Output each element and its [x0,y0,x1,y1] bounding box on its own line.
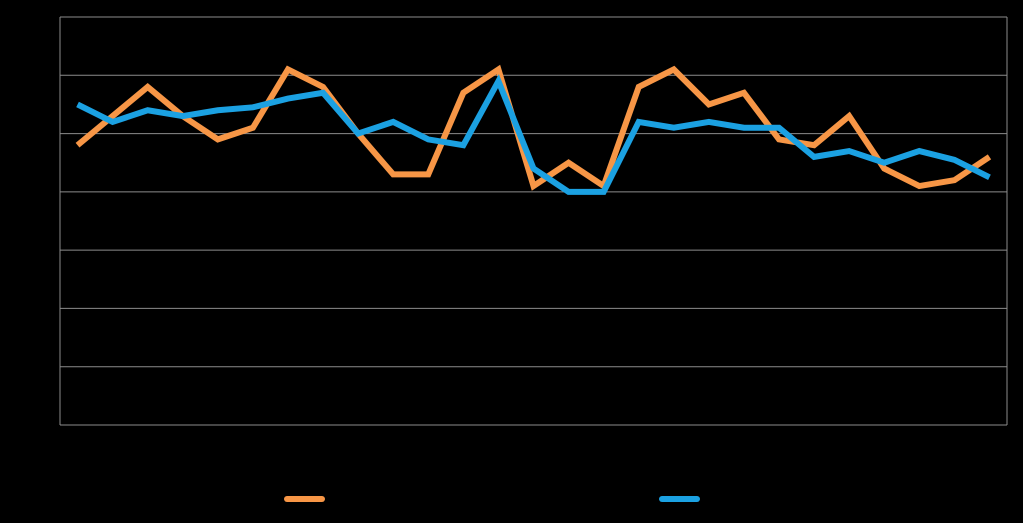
series-line [76,74,991,195]
series-line [75,64,992,191]
